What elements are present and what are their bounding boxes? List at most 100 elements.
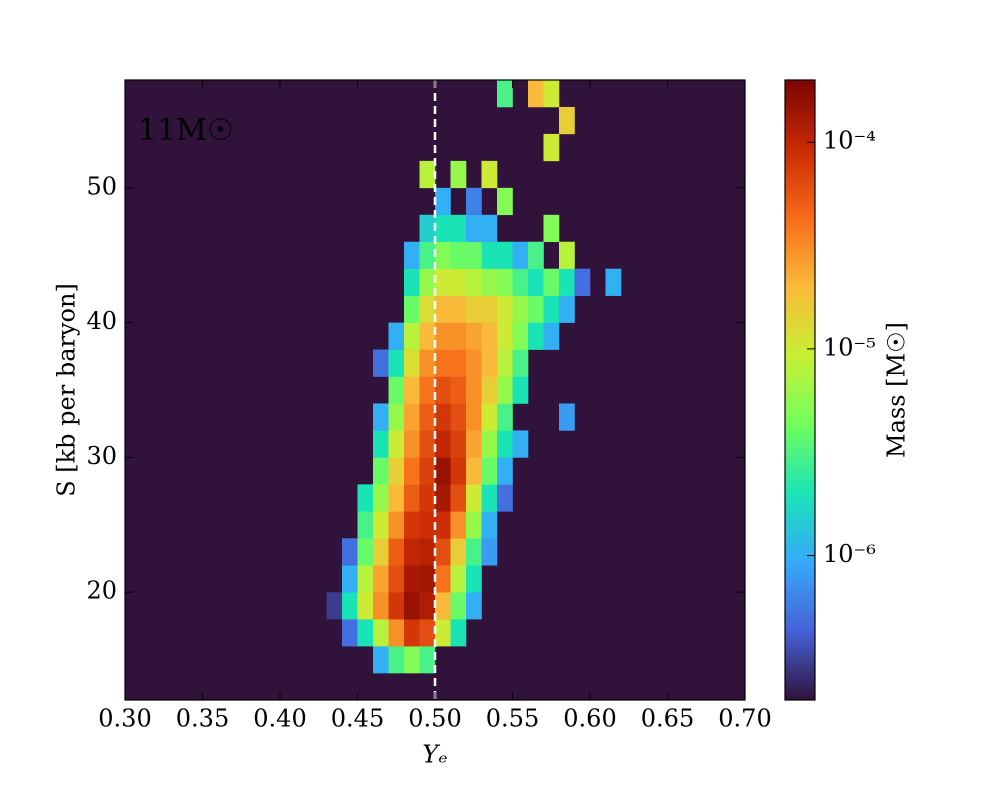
- heatmap-cell: [466, 430, 482, 458]
- heatmap-cell: [559, 295, 575, 323]
- heatmap-cell: [466, 295, 482, 323]
- y-tick-label: 40: [86, 307, 117, 335]
- heatmap-cell: [481, 538, 498, 566]
- heatmap-cell: [357, 565, 374, 593]
- heatmap-cell: [419, 565, 436, 593]
- heatmap-cell: [466, 484, 482, 512]
- heatmap-cell: [419, 646, 436, 674]
- heatmap-cell: [466, 565, 482, 593]
- heatmap-cell: [497, 349, 513, 377]
- heatmap-cell: [543, 80, 560, 108]
- heatmap-cell: [404, 592, 420, 620]
- x-tick-label: 0.60: [563, 705, 616, 733]
- heatmap-cell: [419, 295, 436, 323]
- heatmap-cell: [419, 160, 436, 189]
- heatmap-cell: [404, 403, 420, 431]
- heatmap-cell: [342, 538, 358, 566]
- heatmap-cell: [404, 322, 420, 350]
- heatmap-cell: [497, 376, 513, 404]
- heatmap-cell: [497, 484, 513, 512]
- heatmap-cell: [512, 322, 529, 350]
- heatmap-cell: [435, 565, 451, 593]
- heatmap-cell: [419, 511, 436, 539]
- colorbar-tick-label: 10⁻⁶: [823, 540, 876, 568]
- heatmap-cell: [481, 376, 498, 404]
- heatmap-cell: [512, 268, 529, 296]
- x-tick-label: 0.40: [253, 705, 306, 733]
- heatmap-cell: [357, 511, 374, 539]
- heatmap-cell: [559, 268, 575, 296]
- heatmap-cell: [435, 592, 451, 620]
- heatmap-cell: [450, 322, 467, 350]
- heatmap-cell: [419, 457, 436, 485]
- heatmap-cell: [388, 646, 405, 674]
- y-axis-label: S [kb per baryon]: [53, 283, 81, 497]
- heatmap-cell: [543, 268, 560, 296]
- y-tick-label: 50: [86, 172, 117, 200]
- heatmap-cell: [450, 457, 467, 485]
- heatmap-cell: [342, 619, 358, 647]
- heatmap-cell: [388, 322, 405, 350]
- heatmap-cell: [388, 457, 405, 485]
- heatmap-cell: [528, 241, 544, 269]
- heatmap-cell: [419, 484, 436, 512]
- heatmap-cell: [481, 457, 498, 485]
- heatmap-cell: [435, 349, 451, 377]
- x-tick-label: 0.55: [486, 705, 539, 733]
- heatmap-cell: [466, 538, 482, 566]
- heatmap-cell: [404, 268, 420, 296]
- y-tick-label: 30: [86, 442, 117, 470]
- colorbar: [784, 79, 816, 701]
- heatmap-cell: [450, 349, 467, 377]
- heatmap-cell: [342, 565, 358, 593]
- heatmap-cell: [435, 457, 451, 485]
- heatmap-cell: [435, 295, 451, 323]
- heatmap-cell: [481, 160, 498, 189]
- heatmap-cell: [404, 646, 420, 674]
- heatmap-cell: [450, 592, 467, 620]
- heatmap-cell: [512, 430, 529, 458]
- heatmap-cell: [435, 619, 451, 647]
- heatmap-cell: [559, 106, 575, 135]
- colorbar-tick-label: 10⁻⁵: [823, 333, 876, 361]
- heatmap-cell: [404, 295, 420, 323]
- heatmap-cell: [481, 349, 498, 377]
- heatmap-cell: [543, 322, 560, 350]
- heatmap-cell: [450, 295, 467, 323]
- heatmap-cell: [450, 376, 467, 404]
- heatmap-cell: [404, 565, 420, 593]
- heatmap-cell: [435, 538, 451, 566]
- heatmap-cell: [357, 619, 374, 647]
- heatmap-cell: [559, 241, 575, 269]
- heatmap-cell: [373, 592, 389, 620]
- heatmap-cell: [388, 430, 405, 458]
- heatmap-cell: [466, 241, 482, 269]
- x-tick-label: 0.65: [641, 705, 694, 733]
- x-tick-label: 0.30: [98, 705, 151, 733]
- heatmap-cell: [404, 457, 420, 485]
- heatmap-cell: [435, 511, 451, 539]
- heatmap-cell: [419, 376, 436, 404]
- heatmap-cell: [466, 322, 482, 350]
- heatmap-cell: [435, 187, 451, 216]
- heatmap-cell: [466, 511, 482, 539]
- heatmap-cell: [404, 241, 420, 269]
- heatmap-cell: [373, 565, 389, 593]
- heatmap-cell: [481, 403, 498, 431]
- heatmap-cell: [466, 268, 482, 296]
- heatmap-cell: [512, 241, 529, 269]
- heatmap-cell: [404, 538, 420, 566]
- heatmap-cell: [419, 322, 436, 350]
- heatmap-cell: [373, 511, 389, 539]
- heatmap-cell: [388, 592, 405, 620]
- heatmap-cell: [481, 295, 498, 323]
- heatmap-cell: [466, 187, 482, 216]
- heatmap-cell: [404, 430, 420, 458]
- heatmap-cell: [450, 511, 467, 539]
- heatmap-cell: [497, 80, 513, 108]
- heatmap-cell: [450, 565, 467, 593]
- heatmap-cell: [373, 457, 389, 485]
- x-axis-label: Yₑ: [422, 741, 447, 769]
- heatmap-cell: [512, 349, 529, 377]
